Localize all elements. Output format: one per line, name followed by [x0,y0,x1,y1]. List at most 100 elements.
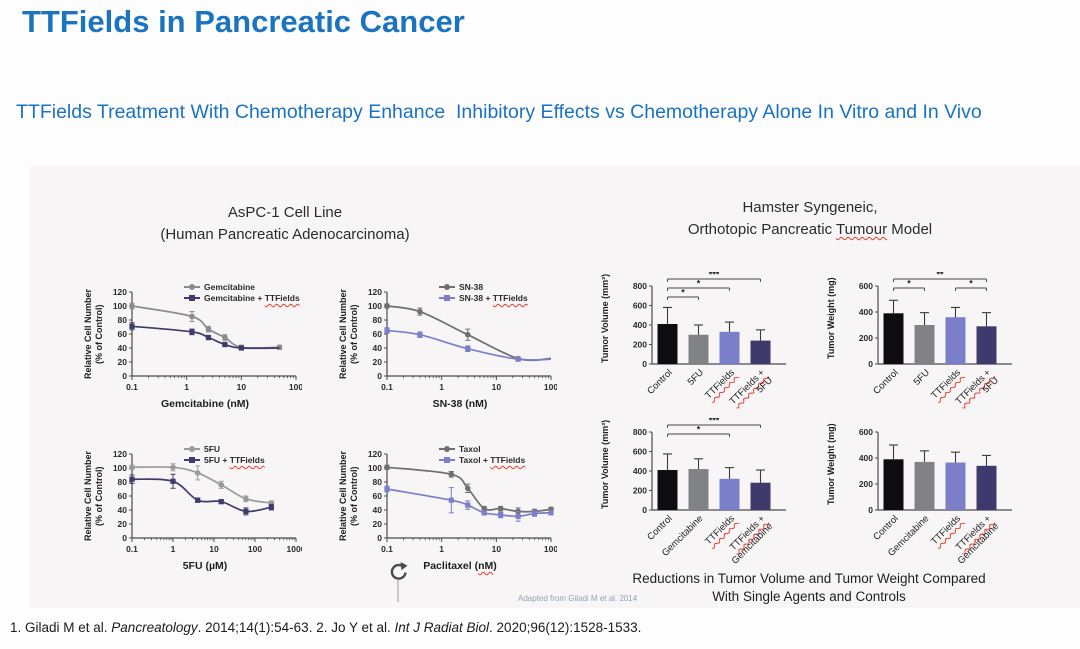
svg-text:*: * [907,279,911,289]
svg-text:*: * [697,279,701,289]
svg-text:0: 0 [377,533,382,543]
y-axis-label: Relative Cell Number (% of Control) [83,288,104,380]
ref2-post: . 2020;96(12):1528-1533. [489,620,642,635]
svg-text:0.1: 0.1 [381,544,393,554]
content-panel [30,166,1080,608]
legend-item: Taxol + TTFields [439,455,525,465]
y-axis-label: Tumor Weight (mg) [826,277,836,359]
page-title: TTFields in Pancreatic Cancer [22,4,465,39]
svg-text:10: 10 [209,544,219,554]
svg-text:40: 40 [373,343,383,353]
right-panel-heading: Hamster Syngeneic, Orthotopic Pancreatic… [640,197,980,241]
svg-text:40: 40 [118,343,128,353]
svg-text:10: 10 [492,544,502,554]
svg-text:1: 1 [439,382,444,392]
svg-text:0: 0 [122,371,127,381]
legend-item: 5FU + TTFields [184,455,265,465]
svg-text:400: 400 [859,453,873,463]
circular-arrow-icon [390,562,408,602]
x-axis-label: Gemcitabine (nM) [160,398,250,410]
svg-text:200: 200 [633,340,647,350]
svg-text:10: 10 [492,382,502,392]
legend: Gemcitabine Gemcitabine + TTFields [184,282,300,303]
svg-text:20: 20 [118,357,128,367]
sn38-plot: 0 20 40 60 80 100 120 0.1 1 10 100 [368,287,557,392]
line-chart-gemcitabine: 0 20 40 60 80 100 120 0.1 1 10 100 Relative Cell Nu… [80,280,315,430]
svg-text:120: 120 [113,287,127,297]
svg-text:0: 0 [377,371,382,381]
legend-label: SN-38 + TTFields [459,293,528,303]
ref2-journal: Int J Radiat Biol [394,620,490,635]
svg-text:0: 0 [122,533,127,543]
svg-text:40: 40 [373,505,383,515]
svg-text:20: 20 [373,357,383,367]
svg-text:1: 1 [184,382,189,392]
svg-text:80: 80 [118,477,128,487]
bar-chart-tumor-weight-gemcitabine: 0 200 400 600 Tumor Weight (mg) Control Gemcit… [820,414,1020,574]
legend-label: Taxol + TTFields [459,455,526,465]
caption-line2: With Single Agents and Controls [712,589,906,604]
svg-text:1: 1 [171,544,176,554]
svg-text:60: 60 [118,491,128,501]
legend-label: 5FU + TTFields [204,455,265,465]
svg-text:0: 0 [642,359,647,369]
bar-chart-tumor-volume-5fu: 0 200 400 600 800 *** * * Tumor Volume (mm³) Cont… [594,268,794,428]
svg-text:100: 100 [113,301,127,311]
svg-text:800: 800 [633,281,647,291]
adapted-note: Adapted from Giladi M et al. 2014 [518,594,638,603]
svg-text:***: *** [709,418,720,426]
right-heading-tumour: Tumour [835,221,888,238]
svg-text:600: 600 [633,301,647,311]
svg-text:*: * [697,425,701,435]
line-chart-paclitaxel: 0 20 40 60 80 100 120 0.1 1 10 100 Relative Cell Nu… [335,442,570,592]
svg-text:100: 100 [113,463,127,473]
right-heading-line1: Hamster Syngeneic, [742,199,878,216]
svg-text:80: 80 [373,477,383,487]
svg-text:600: 600 [859,281,873,291]
bar-charts-caption: Reductions in Tumor Volume and Tumor Wei… [594,570,1024,606]
x-axis-label: 5FU (µM) [182,560,228,572]
legend-label: 5FU [204,444,221,454]
svg-text:600: 600 [859,427,873,437]
caption-line1: Reductions in Tumor Volume and Tumor Wei… [632,571,986,586]
svg-text:400: 400 [859,307,873,317]
svg-text:100: 100 [289,382,302,392]
svg-text:***: *** [709,272,720,280]
svg-text:80: 80 [118,315,128,325]
square-marker-icon [439,456,455,464]
y-axis-label: Tumor Weight (mg) [826,423,836,505]
square-marker-icon [184,456,200,464]
y-axis-label: Tumor Volume (mm³) [600,273,610,363]
legend-item: Gemcitabine [184,282,300,292]
svg-text:0.1: 0.1 [126,382,138,392]
svg-text:*: * [681,288,685,298]
x-axis-label: SN-38 (nM) [432,398,488,410]
svg-text:1: 1 [439,544,444,554]
bar-chart-tumor-volume-gemcitabine: 0 200 400 600 800 *** * Tumor Volume (mm³) Contr… [594,414,794,574]
circle-marker-icon [439,283,455,291]
legend-item: Taxol [439,444,525,454]
svg-text:120: 120 [368,287,382,297]
svg-text:120: 120 [368,449,382,459]
svg-text:0: 0 [642,505,647,515]
svg-text:100: 100 [544,544,557,554]
svg-text:0.1: 0.1 [381,382,393,392]
circle-marker-icon [439,445,455,453]
slide-subtitle: TTFields Treatment With Chemotherapy Enh… [16,101,982,123]
paclitaxel-plot: 0 20 40 60 80 100 120 0.1 1 10 100 [368,449,557,554]
legend-label: SN-38 [459,282,484,292]
svg-text:200: 200 [859,479,873,489]
ref1-post: . 2014;14(1):54-63. 2. Jo Y et al. [197,620,395,635]
square-marker-icon [439,294,455,302]
legend-label: Gemcitabine [204,282,256,292]
svg-text:200: 200 [859,333,873,343]
svg-text:120: 120 [113,449,127,459]
square-marker-icon [184,294,200,302]
right-heading-post: Model [887,221,933,238]
gemcitabine-plot: 0 20 40 60 80 100 120 0.1 1 10 100 [113,287,302,392]
svg-text:60: 60 [118,329,128,339]
